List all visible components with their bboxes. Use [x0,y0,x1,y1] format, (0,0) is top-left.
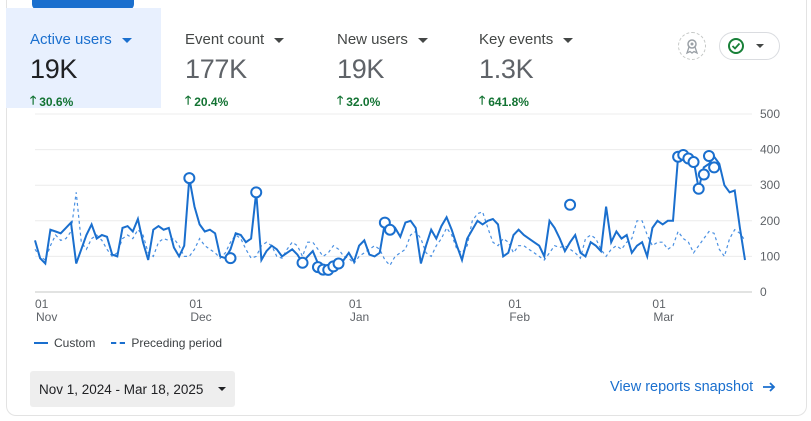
x-tick-day: 01 [508,297,522,311]
anomaly-markers [183,148,721,276]
series-line-preceding-period [34,192,746,267]
arrow-up-icon: 🡑 [479,93,486,107]
metric-label: Key events [479,31,554,48]
anomaly-marker[interactable] [296,256,309,269]
anomaly-marker[interactable] [224,252,237,265]
chevron-down-icon [218,387,227,391]
x-tick-month: Dec [190,310,211,324]
chart-gridlines [35,113,752,293]
chevron-down-icon[interactable] [121,37,132,43]
anomaly-marker[interactable] [702,150,715,163]
y-tick-label: 400 [760,143,780,157]
y-tick-label: 300 [760,178,780,192]
arrow-up-icon: 🡑 [337,93,344,107]
date-range-label: Nov 1, 2024 - Mar 18, 2025 [39,381,204,397]
metric-tab-new-users[interactable]: New users 19K 🡑 32.0% [313,8,463,109]
y-tick-label: 0 [760,285,767,299]
anomaly-marker[interactable] [708,161,721,174]
x-tick-day: 01 [35,297,49,311]
anomaly-marker[interactable] [183,172,196,185]
y-tick-label: 500 [760,108,780,121]
y-tick-label: 100 [760,249,780,263]
check-circle-icon [728,38,744,54]
arrow-right-icon [763,382,776,392]
anomaly-marker[interactable] [332,257,345,270]
anomaly-marker[interactable] [384,223,396,236]
metric-tab-active-users[interactable]: Active users 19K 🡑 30.6% [6,8,161,109]
metric-change: 30.6% [39,94,74,109]
active-tab-indicator [32,0,134,10]
anomaly-marker[interactable] [564,198,577,211]
insights-button[interactable] [678,32,706,60]
metric-value: 19K [337,54,385,84]
metric-label: Event count [185,31,265,48]
metric-change: 32.0% [346,94,381,109]
metric-label: New users [337,31,408,48]
chevron-down-icon [756,44,764,48]
chart-legend: Custom Preceding period [34,336,230,350]
x-tick-month: Nov [36,310,57,324]
chevron-down-icon[interactable] [417,37,428,43]
x-tick-day: 01 [349,297,363,311]
metric-change: 20.4% [194,94,229,109]
metric-value: 19K [30,54,78,84]
x-tick-month: Mar [653,310,674,324]
anomaly-marker[interactable] [687,156,700,169]
metric-value: 177K [185,54,247,84]
x-tick-day: 01 [652,297,666,311]
x-tick-month: Feb [509,310,530,324]
y-axis-ticks: 500 400 300 200 100 0 [760,108,780,299]
insights-icon [685,39,699,55]
chevron-down-icon[interactable] [563,37,574,43]
anomaly-marker[interactable] [250,186,263,199]
chevron-down-icon[interactable] [274,37,285,43]
legend-item-preceding: Preceding period [111,336,222,350]
arrow-up-icon: 🡑 [30,93,37,107]
series-line-custom [34,151,746,270]
date-range-picker[interactable]: Nov 1, 2024 - Mar 18, 2025 [30,371,235,407]
arrow-up-icon: 🡑 [185,93,192,107]
view-reports-snapshot-link[interactable]: View reports snapshot [610,379,777,395]
metric-tab-key-events[interactable]: Key events 1.3K 🡑 641.8% [455,8,605,109]
x-tick-month: Jan [350,310,369,324]
legend-item-custom: Custom [34,336,95,350]
metric-tab-event-count[interactable]: Event count 177K 🡑 20.4% [161,8,311,109]
anomaly-marker[interactable] [697,168,710,181]
data-quality-button[interactable] [719,32,780,60]
metric-value: 1.3K [479,54,534,84]
y-tick-label: 200 [760,214,780,228]
metric-change: 641.8% [488,94,529,109]
x-tick-day: 01 [189,297,203,311]
anomaly-marker[interactable] [692,182,705,195]
metric-label: Active users [30,31,112,48]
